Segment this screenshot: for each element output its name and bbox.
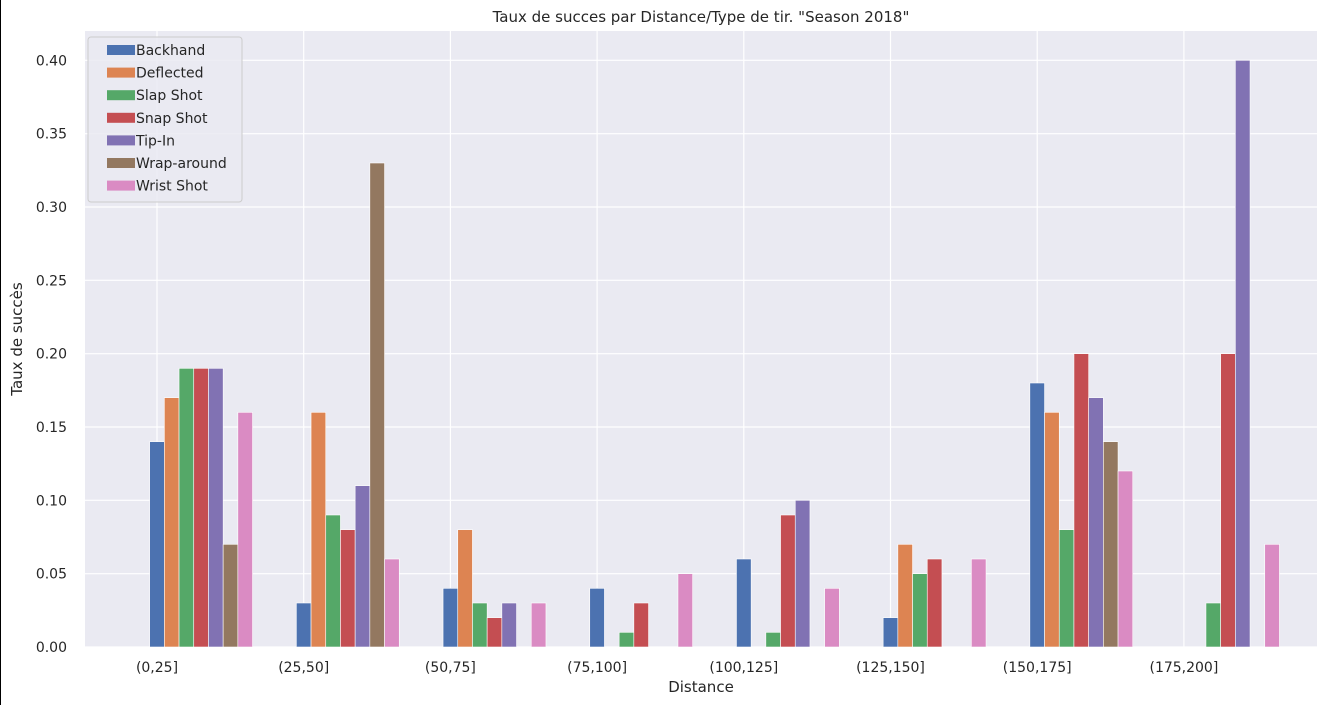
bar-snap-shot (193, 368, 209, 648)
figure-left-border (0, 0, 1, 705)
bar-wrist-shot (1264, 544, 1280, 648)
x-tick-label: (75,100] (567, 660, 627, 676)
y-tick-label: 0.00 (36, 640, 67, 656)
bar-slap-shot (472, 602, 488, 648)
bar-backhand (1029, 382, 1045, 648)
x-tick-label: (150,175] (1003, 660, 1072, 676)
bar-slap-shot (912, 573, 928, 648)
legend-swatch (107, 158, 135, 168)
bar-deflected (1044, 412, 1060, 648)
x-tick-label: (100,125] (709, 660, 778, 676)
bar-tip-in (208, 368, 224, 648)
bar-snap-shot (633, 602, 649, 648)
bar-tip-in (794, 500, 811, 648)
y-tick-label: 0.25 (36, 273, 67, 289)
legend-swatch (107, 67, 135, 78)
x-tick-label: (0,25] (136, 660, 178, 676)
x-tick-label: (175,200] (1149, 660, 1218, 676)
bar-wrap-around (1103, 441, 1119, 648)
chart-title: Taux de succes par Distance/Type de tir.… (492, 8, 910, 26)
bar-snap-shot (1073, 353, 1089, 648)
bar-wrist-shot (1117, 470, 1134, 648)
bar-snap-shot (340, 529, 356, 648)
y-tick-label: 0.15 (36, 420, 67, 436)
x-tick-labels: (0,25] (25,50] (50,75] (75,100] (100,125] (12… (136, 660, 1218, 676)
legend-swatch (107, 90, 135, 101)
y-tick-label: 0.40 (36, 53, 67, 69)
legend-label: Backhand (136, 43, 205, 59)
y-tick-labels: 0.00 0.05 0.10 0.15 0.20 0.25 0.30 0.35 0.40 (36, 53, 67, 656)
bar-tip-in (1235, 60, 1251, 648)
bar-slap-shot (178, 368, 195, 648)
bar-slap-shot (765, 632, 781, 648)
y-tick-label: 0.20 (36, 347, 67, 363)
bar-snap-shot (780, 514, 796, 648)
bar-wrap-around (222, 544, 239, 648)
legend-label: Wrap-around (136, 156, 227, 172)
bar-wrist-shot (824, 588, 840, 648)
bar-wrist-shot (530, 602, 547, 648)
bar-snap-shot (926, 558, 943, 648)
bar-slap-shot (325, 514, 341, 648)
bar-snap-shot (1220, 353, 1236, 648)
bar-tip-in (1088, 397, 1104, 648)
bar-wrap-around (369, 162, 385, 648)
bar-backhand (442, 588, 459, 648)
x-axis-label: Distance (668, 678, 734, 696)
legend-label: Wrist Shot (136, 179, 208, 195)
bar-tip-in (354, 485, 371, 648)
bar-backhand (296, 602, 312, 648)
y-tick-label: 0.30 (36, 200, 67, 216)
bar-backhand (149, 441, 165, 648)
bar-wrist-shot (384, 558, 400, 648)
bars-group (149, 60, 1280, 648)
legend: Backhand Deflected Slap Shot Snap Shot Tip-I… (87, 36, 243, 203)
bar-backhand (736, 558, 752, 648)
legend-swatch (107, 135, 135, 146)
bar-deflected (457, 529, 473, 648)
bar-slap-shot (1205, 602, 1221, 648)
bar-backhand (882, 617, 899, 648)
legend-label: Tip-In (135, 133, 175, 149)
x-tick-label: (125,150] (856, 660, 925, 676)
bar-tip-in (501, 602, 517, 648)
legend-label: Deflected (136, 66, 204, 82)
bar-deflected (164, 397, 180, 648)
y-tick-label: 0.10 (36, 493, 67, 509)
x-tick-label: (50,75] (425, 660, 476, 676)
legend-swatch (107, 112, 135, 123)
bar-slap-shot (1058, 529, 1075, 648)
legend-swatch (107, 45, 135, 55)
bar-snap-shot (486, 617, 503, 648)
legend-swatch (107, 180, 135, 191)
bar-deflected (310, 412, 327, 648)
bar-wrist-shot (971, 558, 987, 648)
bar-backhand (589, 588, 605, 648)
y-tick-label: 0.35 (36, 127, 67, 143)
y-tick-label: 0.05 (36, 567, 67, 583)
legend-label: Snap Shot (136, 111, 208, 127)
bar-wrist-shot (677, 573, 693, 648)
x-tick-label: (25,50] (278, 660, 329, 676)
bar-deflected (897, 544, 913, 648)
bar-wrist-shot (237, 412, 253, 648)
y-axis-label: Taux de succès (8, 282, 26, 397)
bar-slap-shot (618, 632, 635, 648)
legend-label: Slap Shot (136, 88, 203, 104)
